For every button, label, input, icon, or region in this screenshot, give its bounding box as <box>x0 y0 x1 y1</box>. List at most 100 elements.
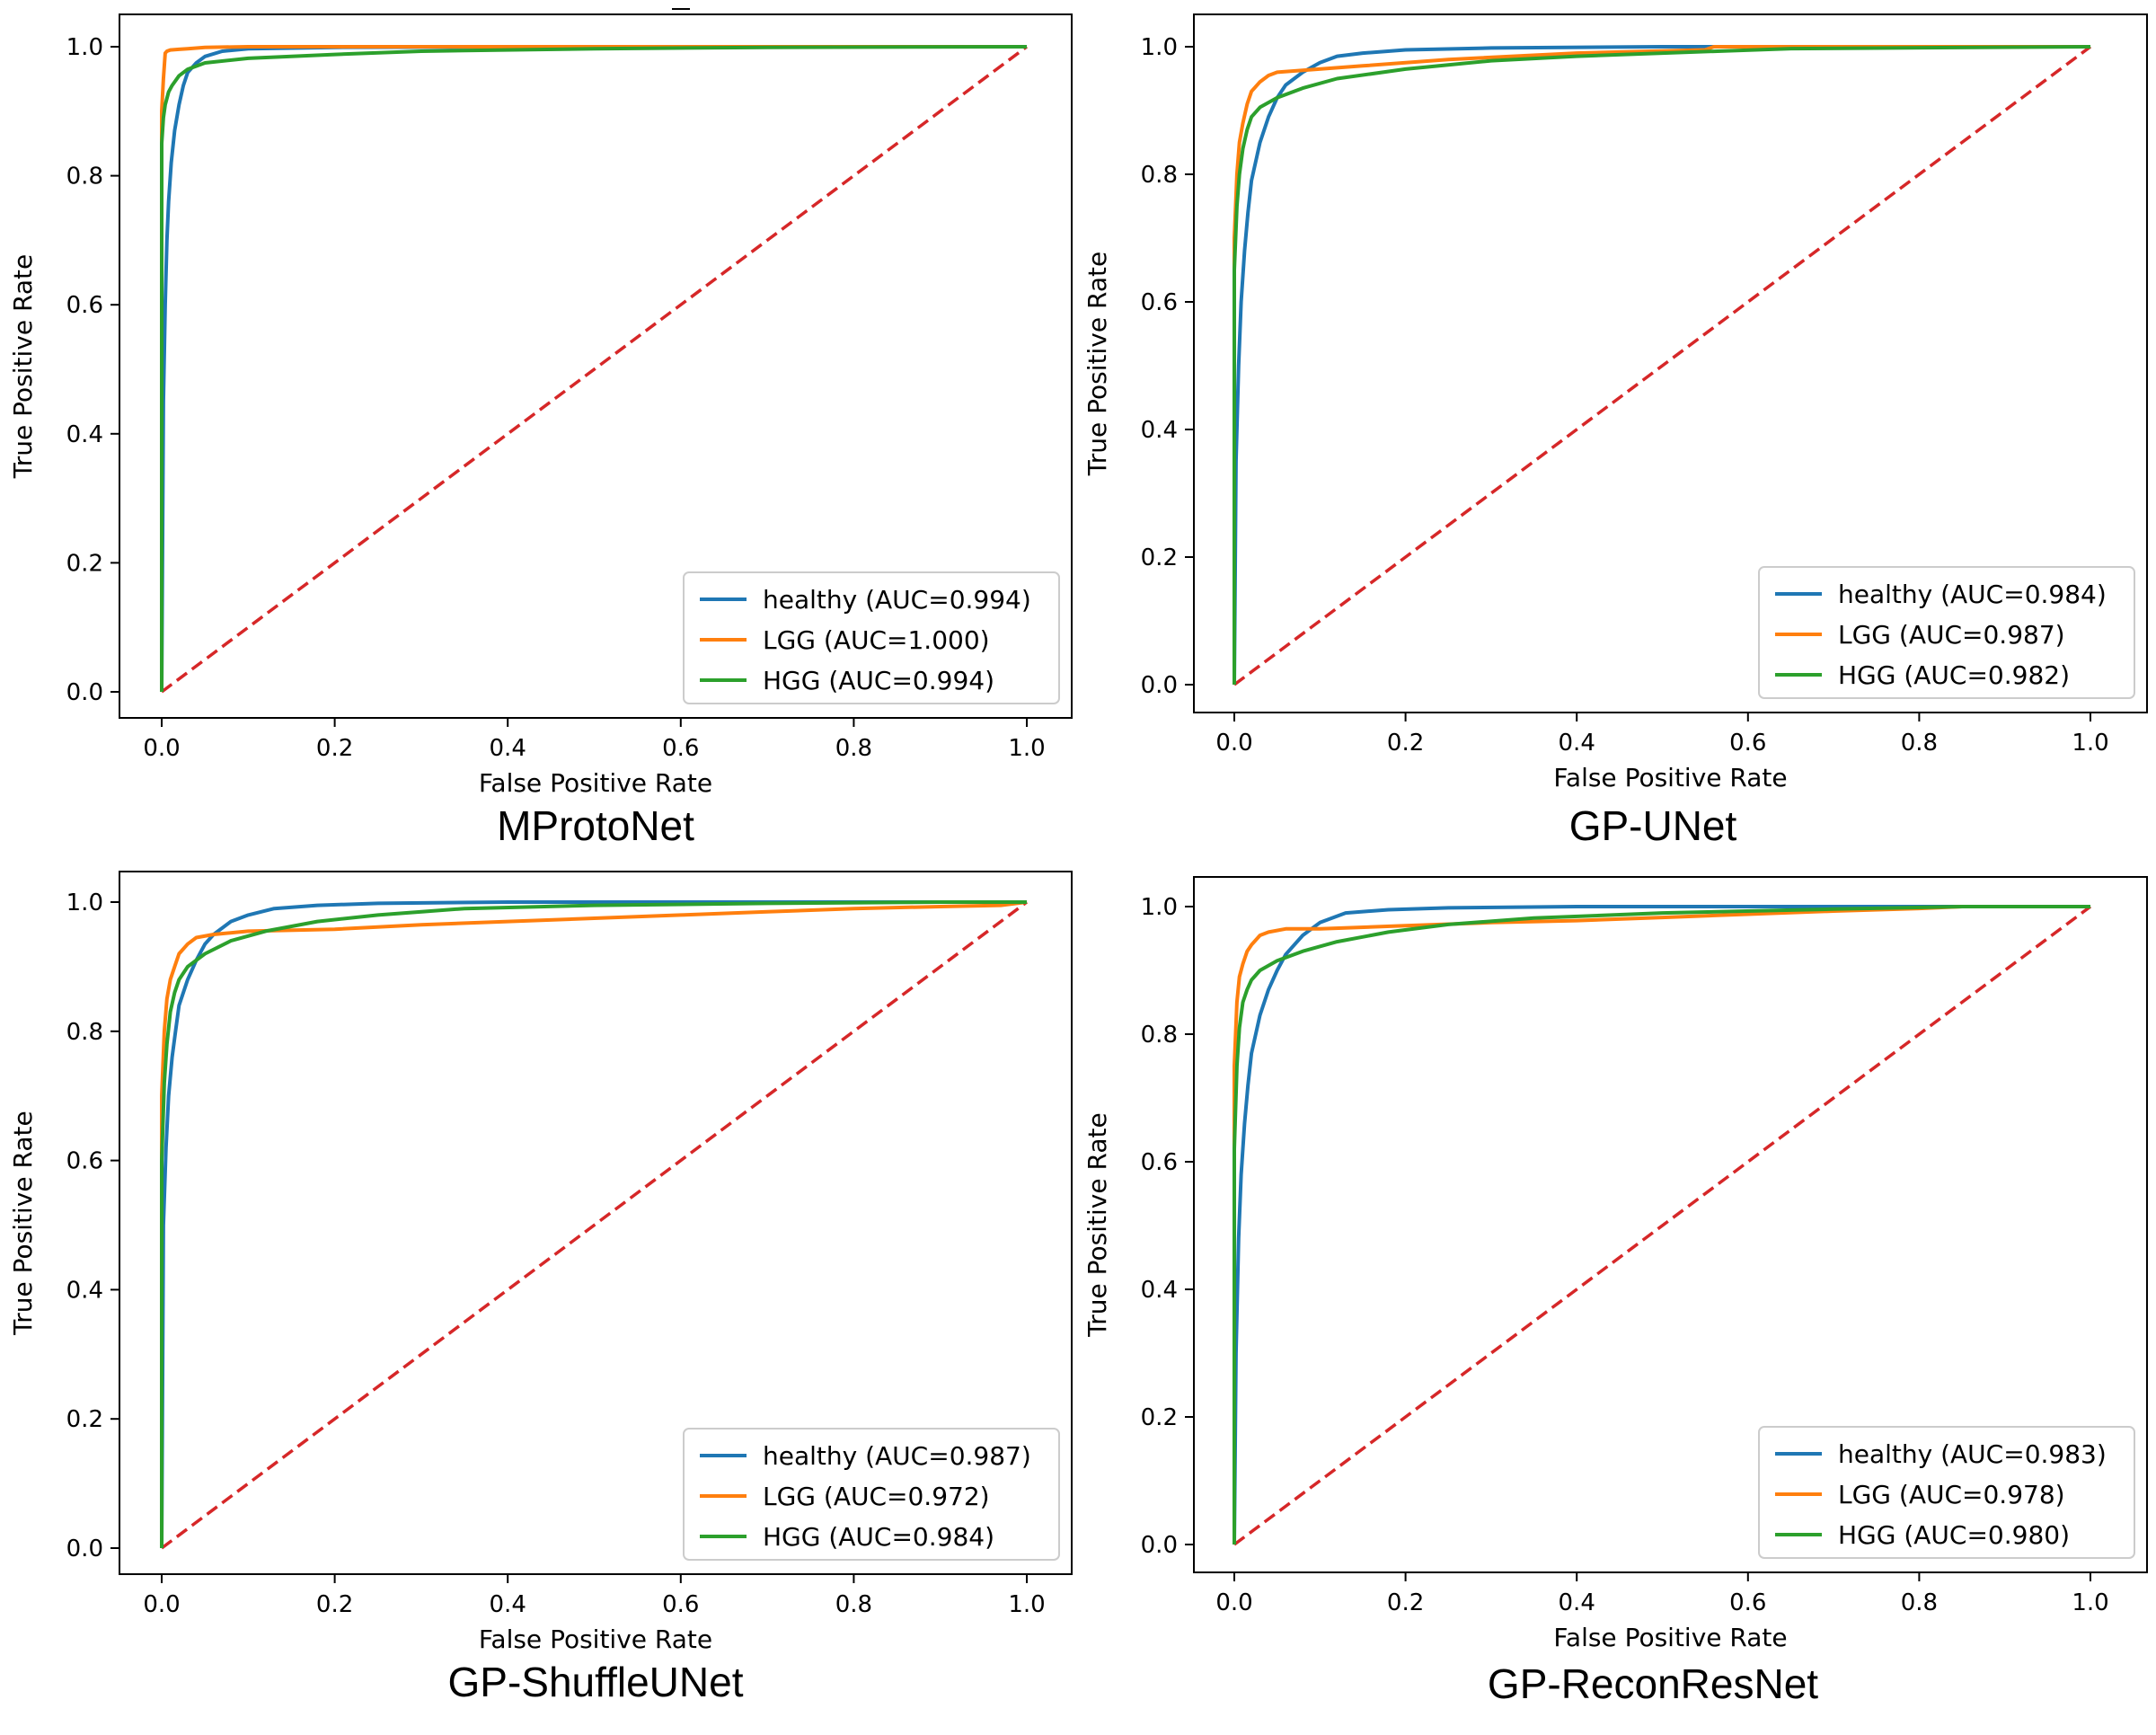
panel-caption: GP-UNet <box>1569 802 1737 849</box>
series-line-chance <box>160 45 1029 694</box>
roc-panel-4: 0.0 0.2 0.4 0.6 0.8 1.0 0.0 0.2 0.4 0.6 0.8 1.0 Fals… <box>1082 876 2148 1707</box>
y-tick-label: 0.6 <box>66 1148 103 1175</box>
legend: healthy (AUC=0.983) LGG (AUC=0.978) HGG (A… <box>1758 1426 2135 1559</box>
y-tick-label: 1.0 <box>66 34 103 61</box>
y-tick-label: 0.8 <box>66 164 103 190</box>
x-tick-label: 0.0 <box>1215 1589 1252 1616</box>
legend-label-LGG: LGG (AUC=0.987) <box>1838 620 2065 650</box>
x-tick-label: 0.0 <box>143 1591 180 1618</box>
legend: healthy (AUC=0.994) LGG (AUC=1.000) HGG (A… <box>683 571 1060 704</box>
series-line-HGG <box>160 45 1028 692</box>
x-tick-label: 0.2 <box>316 1591 353 1618</box>
x-axis-label: False Positive Rate <box>479 1624 712 1654</box>
x-tick-label: 0.8 <box>835 1591 872 1618</box>
legend-label-HGG: HGG (AUC=0.980) <box>1838 1520 2070 1550</box>
legend-label-healthy: healthy (AUC=0.987) <box>763 1441 1031 1471</box>
x-tick-label: 0.6 <box>662 735 699 762</box>
legend-label-HGG: HGG (AUC=0.994) <box>763 666 994 695</box>
y-tick-label: 0.8 <box>66 1019 103 1046</box>
legend-label-HGG: HGG (AUC=0.984) <box>763 1522 994 1552</box>
x-tick-label: 0.6 <box>1729 730 1766 757</box>
y-tick-label: 0.8 <box>1141 162 1178 189</box>
x-tick-label: 0.0 <box>1215 730 1252 757</box>
axes-frame <box>119 13 1073 719</box>
series-line-HGG <box>1233 45 2091 685</box>
x-tick-label: 0.2 <box>1387 1589 1424 1616</box>
roc-panel-2: 0.0 0.2 0.4 0.6 0.8 1.0 0.0 0.2 0.4 0.6 0.8 1.0 Fals… <box>1082 13 2148 849</box>
series-line-chance <box>1233 905 2092 1546</box>
x-tick-label: 0.6 <box>662 1591 699 1618</box>
x-tick-label: 0.8 <box>1901 1589 1938 1616</box>
legend-label-healthy: healthy (AUC=0.994) <box>763 585 1031 615</box>
legend-label-HGG: HGG (AUC=0.982) <box>1838 660 2070 690</box>
y-tick-label: 0.0 <box>66 679 103 706</box>
axes-frame <box>119 871 1073 1575</box>
panel-caption: GP-ShuffleUNet <box>448 1659 744 1705</box>
x-axis-label: False Positive Rate <box>1553 763 1787 792</box>
x-tick-label: 0.2 <box>316 735 353 762</box>
y-axis-label: True Positive Rate <box>8 1111 38 1335</box>
legend-label-LGG: LGG (AUC=0.978) <box>1838 1480 2065 1509</box>
y-tick-label: 0.8 <box>1141 1022 1178 1049</box>
y-tick-label: 0.0 <box>66 1536 103 1562</box>
roc-panel-3: 0.0 0.2 0.4 0.6 0.8 1.0 0.0 0.2 0.4 0.6 0.8 1.0 Fals… <box>8 871 1073 1705</box>
x-tick-label: 0.4 <box>1559 1589 1595 1616</box>
y-tick-label: 0.2 <box>66 550 103 577</box>
x-tick-label: 0.8 <box>1901 730 1938 757</box>
axes-frame <box>1193 13 2148 713</box>
series-line-LGG <box>1233 45 2090 685</box>
x-axis-label: False Positive Rate <box>1553 1623 1787 1652</box>
panel-caption: MProtoNet <box>497 802 694 849</box>
series-line-chance <box>160 900 1029 1550</box>
y-tick-label: 0.2 <box>66 1406 103 1433</box>
y-tick-label: 0.4 <box>1141 417 1178 444</box>
y-tick-label: 1.0 <box>1141 894 1178 921</box>
series-line-LGG <box>1233 905 2090 1545</box>
y-tick-label: 0.0 <box>1141 1532 1178 1559</box>
series-line-chance <box>1233 45 2092 686</box>
legend-box <box>683 1428 1060 1561</box>
y-tick-label: 1.0 <box>1141 34 1178 61</box>
y-tick-label: 0.0 <box>1141 672 1178 699</box>
y-tick-label: 0.6 <box>66 292 103 319</box>
y-tick-label: 0.4 <box>66 421 103 448</box>
x-tick-label: 0.0 <box>143 735 180 762</box>
y-tick-label: 0.4 <box>1141 1277 1178 1304</box>
x-tick-label: 1.0 <box>2072 730 2108 757</box>
y-tick-label: 0.6 <box>1141 289 1178 316</box>
y-tick-label: 1.0 <box>66 890 103 916</box>
legend-box <box>1758 566 2135 699</box>
roc-panel-1: 0.0 0.2 0.4 0.6 0.8 1.0 0.0 0.2 0.4 0.6 0.8 1.0 Fals… <box>8 13 1073 849</box>
x-tick-label: 0.2 <box>1387 730 1424 757</box>
legend: healthy (AUC=0.987) LGG (AUC=0.972) HGG (A… <box>683 1428 1060 1561</box>
x-tick-label: 0.8 <box>835 735 872 762</box>
legend-box <box>683 571 1060 704</box>
y-tick-label: 0.2 <box>1141 1404 1178 1431</box>
series-line-LGG <box>160 900 1028 1548</box>
y-axis-label: True Positive Rate <box>1082 1112 1112 1337</box>
legend-box <box>1758 1426 2135 1559</box>
x-tick-label: 1.0 <box>2072 1589 2108 1616</box>
legend-label-healthy: healthy (AUC=0.984) <box>1838 580 2107 609</box>
y-axis-label: True Positive Rate <box>1082 252 1112 476</box>
x-axis-label: False Positive Rate <box>479 768 712 798</box>
x-tick-label: 1.0 <box>1008 1591 1045 1618</box>
series-line-HGG <box>1233 905 2090 1545</box>
series-line-healthy <box>1233 905 2090 1545</box>
x-tick-label: 0.6 <box>1729 1589 1766 1616</box>
x-tick-label: 0.4 <box>490 1591 526 1618</box>
y-tick-label: 0.4 <box>66 1277 103 1304</box>
legend-label-LGG: LGG (AUC=1.000) <box>763 625 990 655</box>
legend-label-healthy: healthy (AUC=0.983) <box>1838 1439 2107 1469</box>
panel-caption: GP-ReconResNet <box>1488 1660 1818 1707</box>
series-line-HGG <box>160 900 1027 1548</box>
series-line-LGG <box>160 45 1027 692</box>
legend: healthy (AUC=0.984) LGG (AUC=0.987) HGG (A… <box>1758 566 2135 699</box>
x-tick-label: 1.0 <box>1008 735 1045 762</box>
series-line-healthy <box>160 900 1027 1549</box>
x-tick-label: 0.4 <box>1559 730 1595 757</box>
y-tick-label: 0.6 <box>1141 1149 1178 1176</box>
legend-label-LGG: LGG (AUC=0.972) <box>763 1482 990 1511</box>
x-tick-label: 0.4 <box>490 735 526 762</box>
